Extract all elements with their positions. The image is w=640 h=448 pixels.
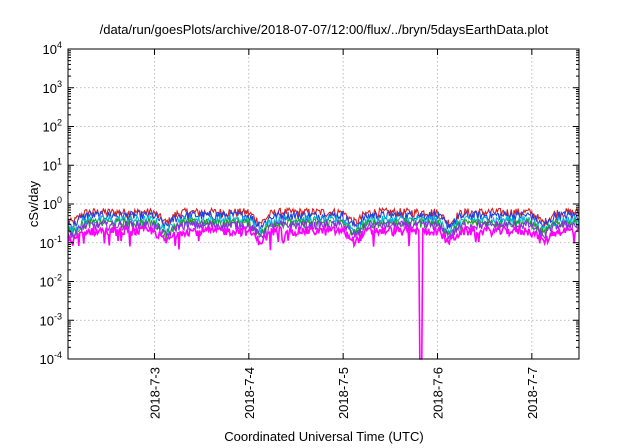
x-axis-label: Coordinated Universal Time (UTC) bbox=[224, 429, 423, 444]
x-tick-label: 2018-7-4 bbox=[242, 367, 257, 419]
y-tick-label: 10-1 bbox=[40, 234, 62, 251]
series-line bbox=[67, 224, 580, 360]
y-tick-label: 102 bbox=[43, 118, 62, 135]
y-tick-label: 100 bbox=[43, 195, 62, 212]
y-tick-label: 10-2 bbox=[40, 273, 62, 290]
series-group bbox=[67, 206, 580, 360]
x-tick-label: 2018-7-5 bbox=[336, 367, 351, 419]
y-tick-label: 10-3 bbox=[40, 311, 62, 328]
series-line bbox=[67, 206, 580, 228]
y-tick-label: 104 bbox=[43, 40, 62, 57]
y-axis-label: cSv/day bbox=[26, 180, 41, 227]
axes: 10-4 10-3 10-2 10-1 100 101 102 103 104 2018-7-3 2… bbox=[40, 40, 579, 419]
y-tick-label: 101 bbox=[43, 156, 62, 173]
series-line bbox=[67, 214, 580, 236]
plot-frame bbox=[67, 48, 580, 360]
y-tick-label: 103 bbox=[43, 79, 62, 96]
grid bbox=[68, 49, 579, 359]
x-tick-label: 2018-7-3 bbox=[147, 367, 162, 419]
y-tick-label: 10-4 bbox=[40, 350, 62, 367]
x-tick-label: 2018-7-6 bbox=[430, 367, 445, 419]
chart-title: /data/run/goesPlots/archive/2018-07-07/1… bbox=[100, 22, 549, 37]
x-tick-label: 2018-7-7 bbox=[525, 367, 540, 419]
